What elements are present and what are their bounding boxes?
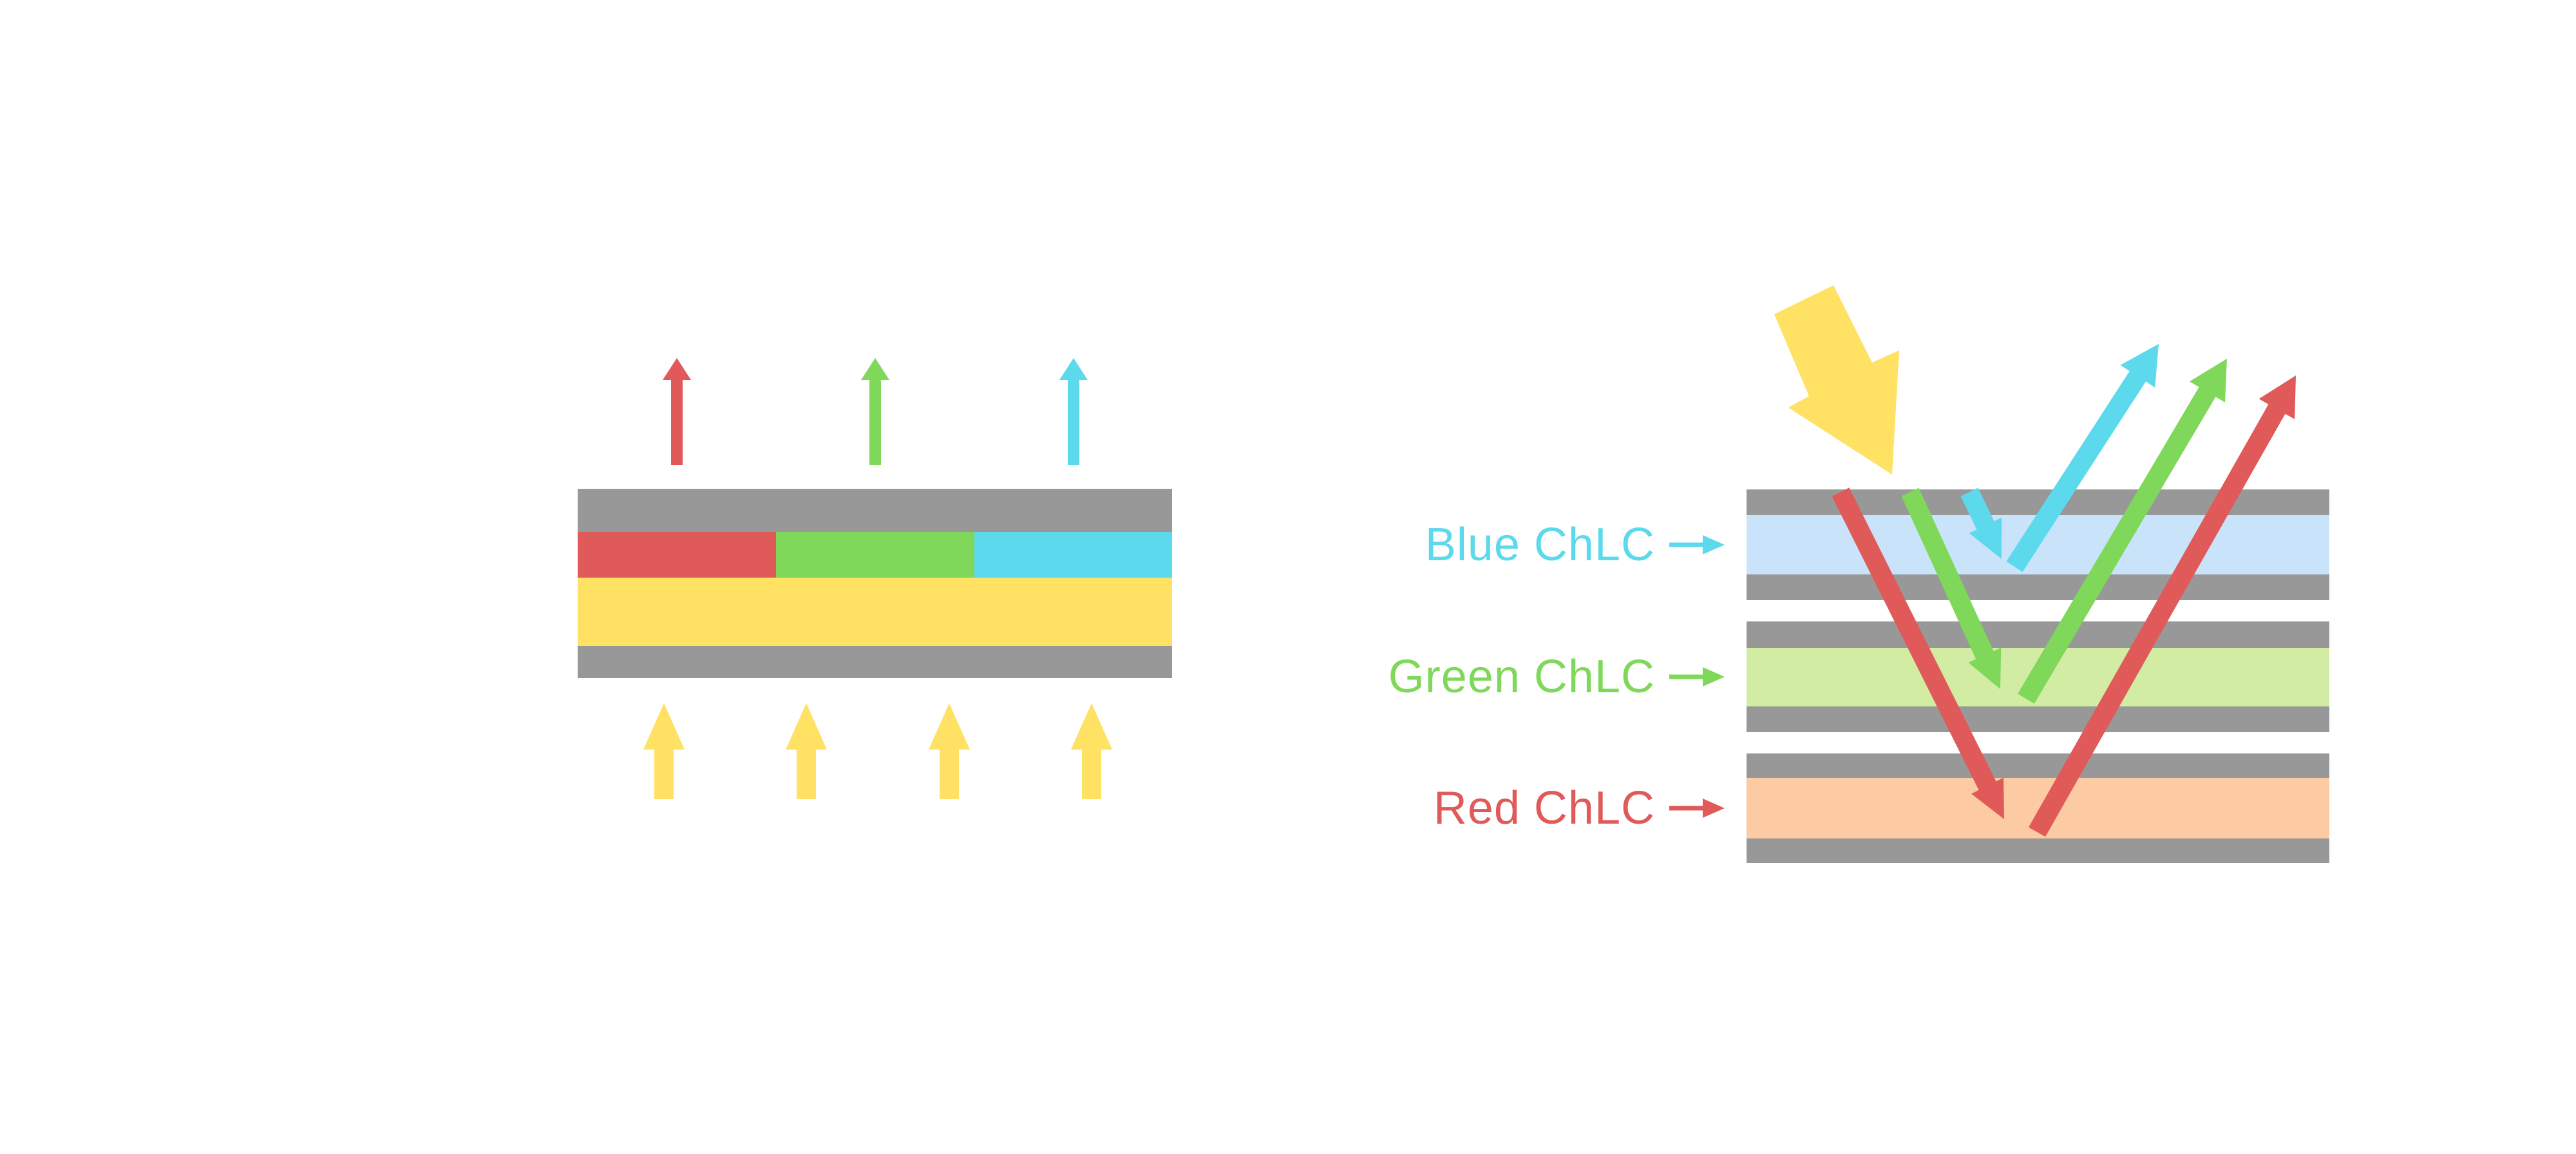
backlight-input-arrow <box>1071 703 1112 799</box>
label-green-chlc: Green ChLC <box>1388 651 1655 703</box>
glass-layer <box>1747 706 2329 732</box>
backlight-input-arrow <box>929 703 970 799</box>
label-blue-chlc: Blue ChLC <box>1425 519 1655 571</box>
label-pointer-arrow <box>1669 535 1725 554</box>
red-reflected-arrow <box>2029 375 2296 837</box>
cyan-pixel-segment <box>974 532 1172 578</box>
label-pointer-arrow <box>1669 667 1725 686</box>
backlight-layer <box>578 578 1172 646</box>
green-emitted-arrow <box>861 358 889 465</box>
incident-white-light-arrow <box>1774 285 1899 475</box>
cyan-refracted-ray <box>1960 487 2002 559</box>
right-diagram-light-rays <box>1774 285 2296 837</box>
bottom-substrate-layer <box>578 646 1172 678</box>
green-pixel-segment <box>776 532 974 578</box>
glass-layer <box>1747 838 2329 863</box>
left-diagram-emissive-stack <box>578 358 1172 799</box>
red-emitted-arrow <box>663 358 691 465</box>
cyan-emitted-arrow <box>1059 358 1088 465</box>
red-pixel-segment <box>578 532 776 578</box>
label-pointer-arrow <box>1669 799 1725 818</box>
cyan-reflected-arrow <box>2006 344 2159 572</box>
glass-layer <box>1747 574 2329 600</box>
backlight-input-arrow <box>643 703 685 799</box>
green-reflected-arrow <box>2018 359 2227 704</box>
glass-layer <box>1747 753 2329 778</box>
chlc-layer-labels: Blue ChLC Green ChLC Red ChLC <box>1388 519 1725 834</box>
glass-layer <box>1747 621 2329 648</box>
glass-layer <box>1747 489 2329 515</box>
top-substrate-layer <box>578 489 1172 532</box>
green-refracted-ray <box>1901 487 2002 689</box>
label-red-chlc: Red ChLC <box>1434 782 1655 834</box>
red-refracted-ray <box>1832 487 2004 819</box>
backlight-input-arrow <box>786 703 827 799</box>
